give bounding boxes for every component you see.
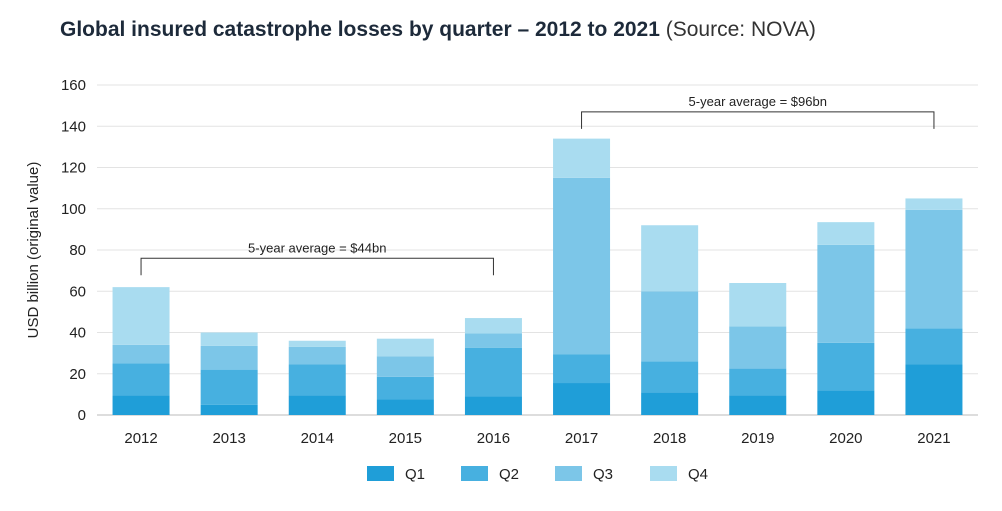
x-tick-label: 2021 [917, 430, 950, 447]
bar-segment-q4-2020 [817, 222, 875, 245]
x-tick-label: 2012 [124, 430, 157, 447]
y-tick-label: 140 [61, 118, 86, 135]
bar-segment-q4-2015 [376, 338, 434, 357]
legend-swatch-q3 [555, 466, 582, 481]
y-tick-label: 160 [61, 77, 86, 94]
bar-segment-q1-2016 [464, 396, 522, 415]
bar-segment-q1-2015 [376, 399, 434, 415]
y-tick-label: 0 [78, 407, 86, 424]
bar-segment-q2-2017 [553, 354, 611, 384]
bar-segment-q3-2015 [376, 356, 434, 377]
legend-label-q4: Q4 [688, 466, 708, 483]
x-tick-label: 2020 [829, 430, 862, 447]
bar-segment-q2-2021 [905, 328, 963, 365]
bar-segment-q1-2021 [905, 364, 963, 415]
average-annotation: 5-year average = $44bn [248, 240, 386, 255]
average-bracket [581, 111, 935, 129]
bar-segment-q4-2017 [553, 138, 611, 178]
chart-title-main: Global insured catastrophe losses by qua… [60, 18, 660, 41]
average-annotation: 5-year average = $96bn [689, 94, 827, 109]
bar-segment-q1-2020 [817, 390, 875, 415]
bar-segment-q1-2014 [288, 395, 346, 415]
bar-segment-q4-2012 [112, 287, 170, 345]
chart-title-source: (Source: NOVA) [665, 18, 816, 41]
bar-segment-q4-2019 [729, 283, 787, 327]
average-bracket [140, 257, 494, 276]
y-tick-label: 40 [69, 325, 86, 342]
legend-label-q3: Q3 [593, 466, 613, 483]
x-tick-label: 2017 [565, 430, 598, 447]
bar-segment-q4-2014 [288, 340, 346, 347]
bar-segment-q3-2014 [288, 346, 346, 365]
y-tick-label: 100 [61, 201, 86, 218]
bar-segment-q2-2019 [729, 368, 787, 396]
bar-segment-q1-2012 [112, 395, 170, 415]
legend-swatch-q1 [367, 466, 394, 481]
bar-segment-q3-2017 [553, 177, 611, 355]
bar-segment-q2-2012 [112, 363, 170, 396]
bar-segment-q2-2015 [376, 376, 434, 400]
x-tick-label: 2014 [301, 430, 334, 447]
bar-segment-q3-2021 [905, 209, 963, 329]
bar-segment-q1-2013 [200, 404, 258, 415]
legend-swatch-q4 [650, 466, 677, 481]
legend-label-q1: Q1 [405, 466, 425, 483]
y-tick-label: 20 [69, 366, 86, 383]
bar-segment-q3-2019 [729, 326, 787, 369]
y-tick-label: 120 [61, 160, 86, 177]
bar-segment-q3-2013 [200, 345, 258, 370]
bar-segment-q2-2014 [288, 364, 346, 396]
bar-segment-q2-2016 [464, 347, 522, 397]
legend-swatch-q2 [461, 466, 488, 481]
y-tick-label: 60 [69, 283, 86, 300]
x-tick-label: 2013 [212, 430, 245, 447]
legend-label-q2: Q2 [499, 466, 519, 483]
bar-segment-q4-2013 [200, 332, 258, 346]
bar-segment-q2-2013 [200, 369, 258, 405]
bar-segment-q4-2018 [641, 225, 699, 292]
bar-segment-q4-2016 [464, 318, 522, 334]
bar-segment-q3-2018 [641, 291, 699, 362]
bar-segment-q3-2020 [817, 244, 875, 343]
bar-segment-q3-2012 [112, 344, 170, 364]
x-tick-label: 2018 [653, 430, 686, 447]
bar-segment-q1-2017 [553, 383, 611, 415]
x-tick-label: 2016 [477, 430, 510, 447]
bar-segment-q2-2020 [817, 342, 875, 391]
x-tick-label: 2019 [741, 430, 774, 447]
y-tick-label: 80 [69, 242, 86, 259]
bar-segment-q1-2019 [729, 395, 787, 415]
bar-segment-q3-2016 [464, 333, 522, 348]
bar-segment-q1-2018 [641, 392, 699, 415]
bar-segment-q4-2021 [905, 198, 963, 210]
bar-segment-q2-2018 [641, 361, 699, 393]
chart-title: Global insured catastrophe losses by qua… [60, 18, 816, 42]
x-tick-label: 2015 [389, 430, 422, 447]
y-axis-label: USD billion (original value) [25, 162, 42, 339]
